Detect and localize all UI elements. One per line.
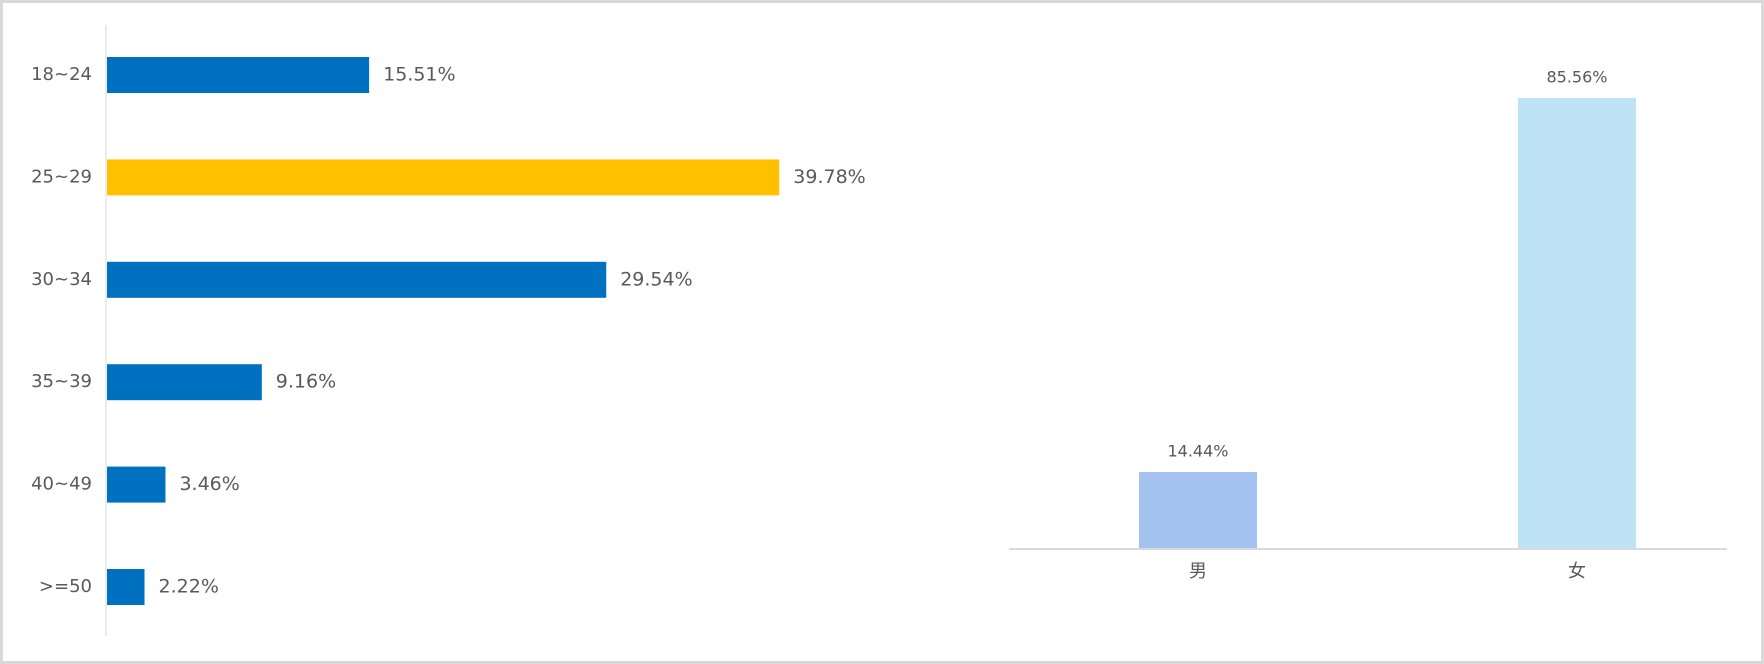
category-label: >=50: [39, 576, 92, 597]
category-label: 女: [1568, 561, 1586, 582]
bar: [107, 466, 166, 503]
bar: [1518, 97, 1636, 548]
category-label: 18~24: [31, 64, 92, 85]
value-label: 39.78%: [793, 166, 865, 188]
category-label: 40~49: [31, 474, 92, 495]
category-label: 25~29: [31, 166, 92, 187]
value-label: 85.56%: [1546, 67, 1607, 86]
value-label: 29.54%: [620, 268, 692, 290]
bar: [107, 364, 262, 401]
value-label: 2.22%: [159, 576, 219, 598]
bar: [107, 159, 780, 196]
category-label: 男: [1189, 561, 1207, 582]
category-label: 30~34: [31, 269, 92, 290]
category-label: 35~39: [31, 371, 92, 392]
bar: [107, 261, 607, 298]
bar: [107, 57, 370, 93]
bar: [1139, 472, 1257, 548]
value-label: 14.44%: [1167, 442, 1228, 461]
value-label: 15.51%: [383, 64, 455, 86]
value-label: 3.46%: [179, 473, 239, 495]
value-label: 9.16%: [276, 371, 336, 393]
bar: [107, 569, 145, 605]
